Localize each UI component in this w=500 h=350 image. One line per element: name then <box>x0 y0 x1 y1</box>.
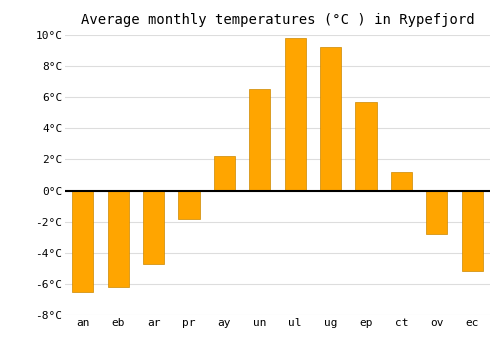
Bar <box>391 172 412 190</box>
Bar <box>72 190 94 292</box>
Bar <box>426 190 448 234</box>
Bar <box>356 102 376 190</box>
Bar <box>108 190 129 287</box>
Title: Average monthly temperatures (°C ) in Rypefjord: Average monthly temperatures (°C ) in Ry… <box>80 13 474 27</box>
Bar <box>143 190 164 264</box>
Bar <box>462 190 483 272</box>
Bar <box>284 38 306 190</box>
Bar <box>214 156 235 190</box>
Bar <box>178 190 200 218</box>
Bar <box>249 90 270 190</box>
Bar <box>320 48 341 190</box>
